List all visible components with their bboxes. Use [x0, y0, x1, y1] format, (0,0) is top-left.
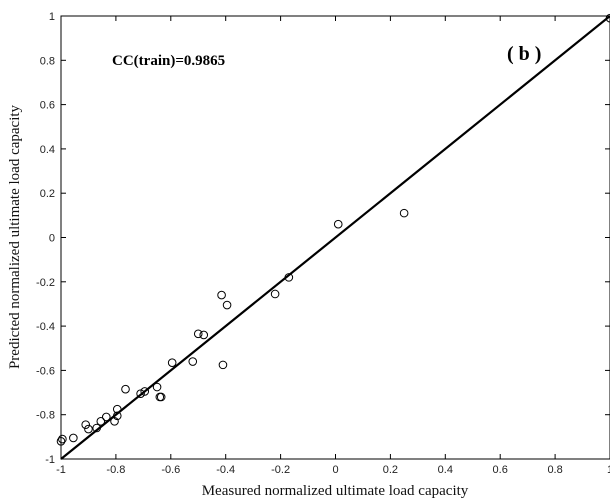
data-point [56, 436, 66, 446]
data-point [284, 273, 294, 282]
reference-line-layer [60, 15, 610, 460]
data-point [58, 434, 67, 444]
cc-annotation: CC(train)=0.9865 [112, 53, 225, 69]
x-tick-label: -0.8 [106, 464, 125, 476]
panel-label: ( b ) [507, 43, 541, 65]
y-tick-label: -0.8 [36, 410, 55, 422]
x-tick-label: 0.2 [383, 464, 398, 476]
y-tick-label: -0.4 [36, 321, 55, 333]
data-point [167, 358, 177, 367]
y-tick-label: 0.6 [40, 100, 55, 112]
data-point [96, 417, 106, 426]
data-point [199, 330, 209, 340]
y-tick-label: -0.2 [36, 277, 55, 289]
data-point [69, 433, 78, 443]
data-point [81, 420, 91, 429]
y-tick-label: 0.4 [40, 144, 55, 156]
x-tick-label: -0.6 [161, 464, 180, 476]
x-tick-label: -0.4 [216, 464, 235, 476]
x-tick-label: 0.6 [493, 464, 508, 476]
data-point [217, 290, 226, 300]
x-tick-label: -1 [56, 464, 66, 476]
x-tick-label: 1 [607, 464, 610, 476]
data-point [193, 329, 203, 339]
data-point [156, 392, 166, 402]
x-tick-label: 0.4 [438, 464, 453, 476]
data-point [121, 384, 130, 394]
data-point [140, 387, 150, 396]
y-tick-label: 1 [49, 11, 55, 23]
x-tick-label: 0.8 [547, 464, 562, 476]
data-point [188, 357, 198, 366]
x-tick-label: -0.2 [271, 464, 290, 476]
data-point [101, 412, 111, 422]
data-point [112, 411, 122, 421]
y-tick-label: 0.2 [40, 188, 55, 200]
y-axis-label: Predicted normalized ultimate load capac… [7, 104, 23, 369]
data-point [84, 424, 93, 434]
data-point [218, 360, 228, 370]
data-points [56, 13, 610, 446]
y-tick-label: -0.6 [36, 365, 55, 377]
data-point [605, 13, 610, 23]
y-tick-label: 0 [49, 233, 55, 245]
data-point [270, 289, 280, 299]
y-tick-label: 0.8 [40, 55, 55, 67]
data-point [399, 208, 409, 218]
x-axis-label: Measured normalized ultimate load capaci… [202, 483, 469, 499]
y-tick-label: -1 [45, 454, 55, 466]
data-point [136, 389, 145, 398]
data-point [152, 382, 162, 392]
reference-line [60, 15, 610, 460]
data-point [92, 423, 101, 433]
data-point [110, 417, 119, 426]
x-tick-label: 0 [332, 464, 338, 476]
data-point [112, 404, 122, 414]
axis-ticks: -1 -0.8 -0.6 -0.4 -0.2 0 0.2 0.4 0.6 0.8 1 -1 -0.8 -0… [36, 11, 610, 476]
data-point [222, 300, 232, 310]
data-point [333, 219, 343, 229]
